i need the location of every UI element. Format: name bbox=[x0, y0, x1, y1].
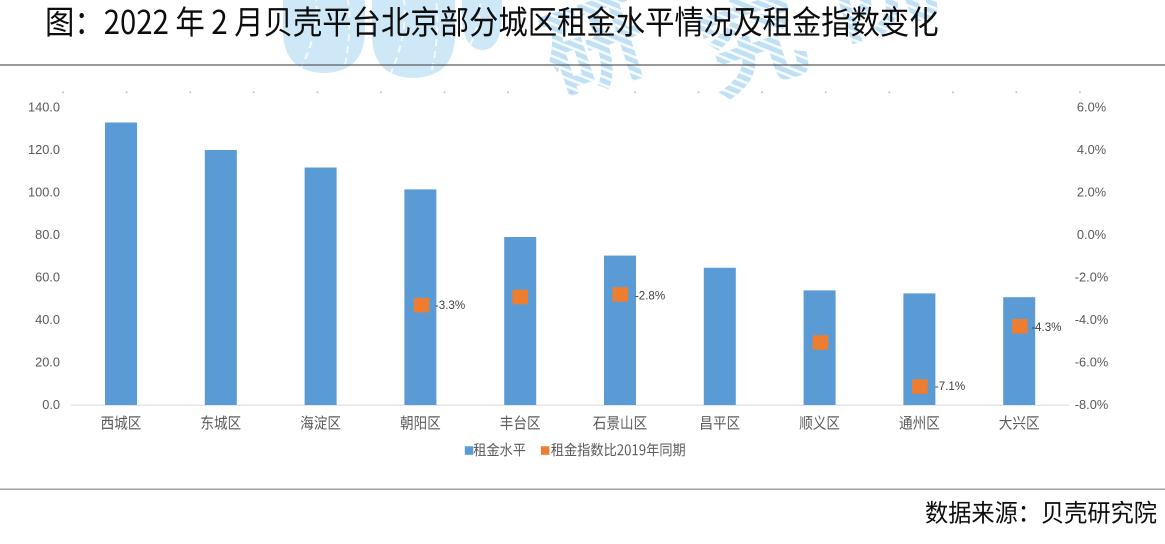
svg-text:40.0: 40.0 bbox=[35, 312, 60, 327]
svg-text:80.0: 80.0 bbox=[35, 227, 60, 242]
svg-text:0.0: 0.0 bbox=[42, 397, 60, 412]
svg-text:60.0: 60.0 bbox=[35, 270, 60, 285]
svg-text:-4.0%: -4.0% bbox=[1075, 312, 1108, 327]
svg-text:-4.3%: -4.3% bbox=[1031, 321, 1061, 334]
svg-text:-7.1%: -7.1% bbox=[935, 380, 965, 393]
svg-text:6.0%: 6.0% bbox=[1077, 100, 1106, 115]
svg-text:100.0: 100.0 bbox=[28, 185, 60, 200]
svg-text:-2.8%: -2.8% bbox=[635, 290, 665, 303]
svg-text:4.0%: 4.0% bbox=[1077, 142, 1106, 157]
svg-text:-8.0%: -8.0% bbox=[1075, 397, 1108, 412]
svg-text:2.0%: 2.0% bbox=[1077, 185, 1106, 200]
svg-text:-3.3%: -3.3% bbox=[435, 299, 465, 312]
svg-text:-2.0%: -2.0% bbox=[1075, 270, 1108, 285]
svg-text:-6.0%: -6.0% bbox=[1075, 355, 1108, 370]
svg-text:20.0: 20.0 bbox=[35, 355, 60, 370]
svg-text:140.0: 140.0 bbox=[28, 100, 60, 115]
svg-text:120.0: 120.0 bbox=[28, 142, 60, 157]
svg-text:0.0%: 0.0% bbox=[1077, 227, 1106, 242]
